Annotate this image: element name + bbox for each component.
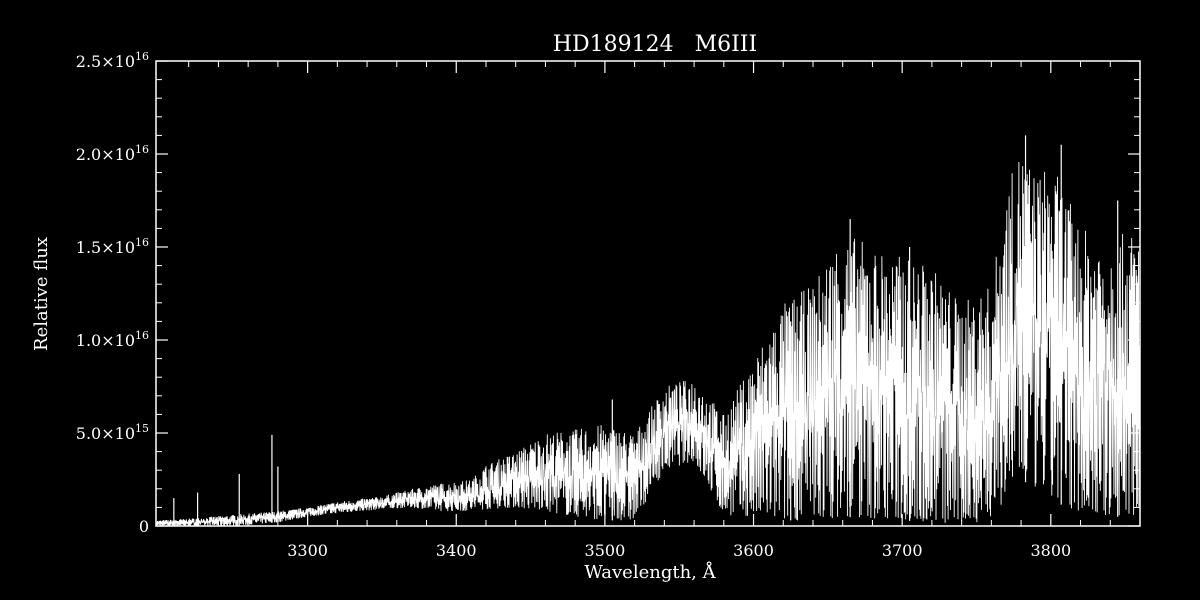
y-tick-label: 2.0×1016 [76,143,149,164]
y-tick-label: 2.5×1016 [76,50,149,71]
plot-frame [155,60,1141,527]
x-tick-label: 3400 [436,541,477,560]
x-tick-label: 3800 [1030,541,1071,560]
y-axis-label: Relative flux [31,237,52,351]
y-tick-label: 0 [139,517,149,536]
spectrum-series [155,135,1141,527]
spectrum-line [155,161,1141,527]
x-tick-label: 3600 [733,541,774,560]
y-tick-label: 5.0×1015 [76,422,149,443]
x-tick-label: 3300 [287,541,328,560]
tick-labels: 3300 3400 3500 3600 3700 3800 0 5.0×1015 1.0×101… [76,50,1071,560]
x-tick-label: 3700 [882,541,923,560]
y-tick-label: 1.0×1016 [76,329,149,350]
y-tick-label: 1.5×1016 [76,236,149,257]
x-axis-label: Wavelength, Å [584,561,716,583]
chart-title: HD189124 M6III [553,32,757,57]
x-tick-label: 3500 [585,541,626,560]
